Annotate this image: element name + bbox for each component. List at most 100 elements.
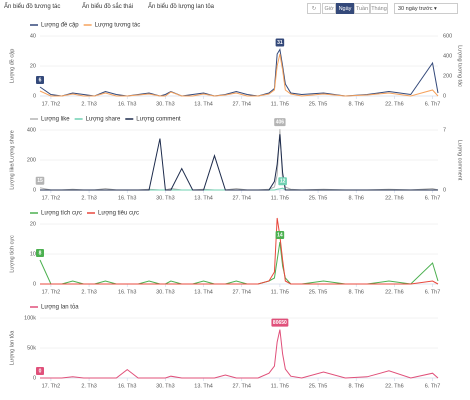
x-tick-label: 6. Th7 <box>425 195 441 201</box>
value-badge-label: 15 <box>37 178 43 184</box>
toggle[interactable]: Ẩn biểu đồ lượng lan tỏa <box>148 4 214 10</box>
x-tick-label: 25. Th5 <box>309 101 328 107</box>
range-button[interactable]: Ngày <box>336 3 354 14</box>
y2-tick-label: 600 <box>443 33 452 39</box>
y-tick-label: 0 <box>33 93 36 99</box>
x-tick-label: 11. Th5 <box>271 195 289 201</box>
legend-label: Lượng đề cập <box>41 23 79 29</box>
x-tick-label: 2. Th3 <box>81 195 97 201</box>
y-tick-label: 20 <box>30 221 36 227</box>
x-tick-label: 30. Th3 <box>156 101 175 107</box>
legend-label: Lượng lan tỏa <box>41 304 79 311</box>
x-tick-label: 8. Th6 <box>348 195 364 201</box>
legend-label: Lượng tương tác <box>95 23 141 29</box>
legend-label: Lượng comment <box>136 117 181 123</box>
series-line <box>40 217 439 285</box>
refresh-button[interactable]: ↻ <box>307 3 321 14</box>
value-badge-label: 12 <box>280 179 286 185</box>
y2-axis-label: Lượng comment <box>457 140 463 181</box>
x-tick-label: 2. Th3 <box>81 383 97 389</box>
y-tick-label: 0 <box>33 281 36 287</box>
x-tick-label: 2. Th3 <box>81 289 97 295</box>
x-tick-label: 8. Th6 <box>348 289 364 295</box>
x-tick-label: 11. Th5 <box>271 383 289 389</box>
x-tick-label: 22. Th6 <box>385 383 404 389</box>
y-tick-label: 0 <box>33 375 36 381</box>
toggle[interactable]: Ẩn biểu đồ sắc thái <box>82 4 134 10</box>
x-tick-label: 25. Th5 <box>309 383 328 389</box>
value-badge-label: 406 <box>276 119 285 125</box>
series-line <box>39 129 439 191</box>
series-line <box>40 329 439 379</box>
legend-label: Lượng tiêu cực <box>98 211 139 217</box>
x-tick-label: 27. Th4 <box>232 289 251 295</box>
x-tick-label: 16. Th3 <box>118 195 137 201</box>
x-tick-label: 11. Th5 <box>271 101 289 107</box>
value-badge-label: 8 <box>39 250 42 256</box>
x-tick-label: 16. Th3 <box>118 383 137 389</box>
x-tick-label: 11. Th5 <box>271 289 289 295</box>
y-tick-label: 20 <box>30 63 36 69</box>
y2-tick-label: 200 <box>443 73 452 79</box>
period-select[interactable]: 30 ngày trước ▾ <box>394 3 458 14</box>
x-tick-label: 6. Th7 <box>425 383 441 389</box>
x-tick-label: 13. Th4 <box>194 383 213 389</box>
legend-label: Lượng tích cực <box>41 211 82 217</box>
y-tick-label: 10 <box>30 251 36 257</box>
x-tick-label: 2. Th3 <box>81 101 97 107</box>
y2-tick-label: 7 <box>443 127 446 133</box>
x-tick-label: 13. Th4 <box>194 101 213 107</box>
x-tick-label: 8. Th6 <box>348 101 364 107</box>
x-tick-label: 13. Th4 <box>194 195 213 201</box>
y-tick-label: 40 <box>30 33 36 39</box>
x-tick-label: 16. Th3 <box>118 289 137 295</box>
y2-tick-label: 400 <box>443 53 452 59</box>
value-badge <box>275 231 285 239</box>
series-line <box>40 134 438 191</box>
x-tick-label: 17. Th2 <box>42 383 61 389</box>
x-tick-label: 27. Th4 <box>232 101 251 107</box>
series-line <box>39 48 439 97</box>
legend-label: Lượng like <box>41 117 70 123</box>
value-badge <box>35 176 45 185</box>
x-tick-label: 17. Th2 <box>42 101 61 107</box>
range-button[interactable]: Giờ <box>322 3 336 14</box>
y2-tick-label: 0 <box>443 93 446 99</box>
period-text: 30 ngày trước <box>398 6 433 12</box>
value-badge-label: 80650 <box>273 320 287 326</box>
x-tick-label: 22. Th6 <box>385 195 404 201</box>
y-tick-label: 50k <box>27 345 36 351</box>
value-badge-label: 31 <box>277 40 283 46</box>
x-tick-label: 22. Th6 <box>385 289 404 295</box>
y-tick-label: 0 <box>33 187 36 193</box>
legend-label: Lượng share <box>86 117 121 123</box>
x-tick-label: 30. Th3 <box>156 383 175 389</box>
y-tick-label: 100k <box>24 315 36 321</box>
x-tick-label: 6. Th7 <box>425 101 441 107</box>
range-button[interactable]: Tuần <box>354 3 370 14</box>
x-tick-label: 6. Th7 <box>425 289 441 295</box>
value-badge <box>275 38 285 47</box>
x-tick-label: 25. Th5 <box>309 289 328 295</box>
x-tick-label: 17. Th2 <box>42 289 61 295</box>
range-button[interactable]: Tháng <box>370 3 388 14</box>
value-badge <box>36 249 44 257</box>
value-badge <box>36 367 44 375</box>
value-badge <box>36 76 44 84</box>
series-line <box>39 241 439 285</box>
x-tick-label: 30. Th3 <box>156 289 175 295</box>
x-tick-label: 25. Th5 <box>309 195 328 201</box>
value-badge <box>274 118 286 127</box>
y-axis-label: Lượng like/Lượng share <box>9 130 15 190</box>
x-tick-label: 16. Th3 <box>118 101 137 107</box>
value-badge-label: 6 <box>39 77 42 83</box>
toggle[interactable]: Ẩn biểu đồ tương tác <box>4 4 61 10</box>
x-tick-label: 13. Th4 <box>194 289 213 295</box>
y2-tick-label: 0 <box>443 187 446 193</box>
value-badge-label: 0 <box>39 368 42 374</box>
value-badge <box>271 318 289 327</box>
x-tick-label: 30. Th3 <box>156 195 175 201</box>
x-tick-label: 27. Th4 <box>232 195 251 201</box>
